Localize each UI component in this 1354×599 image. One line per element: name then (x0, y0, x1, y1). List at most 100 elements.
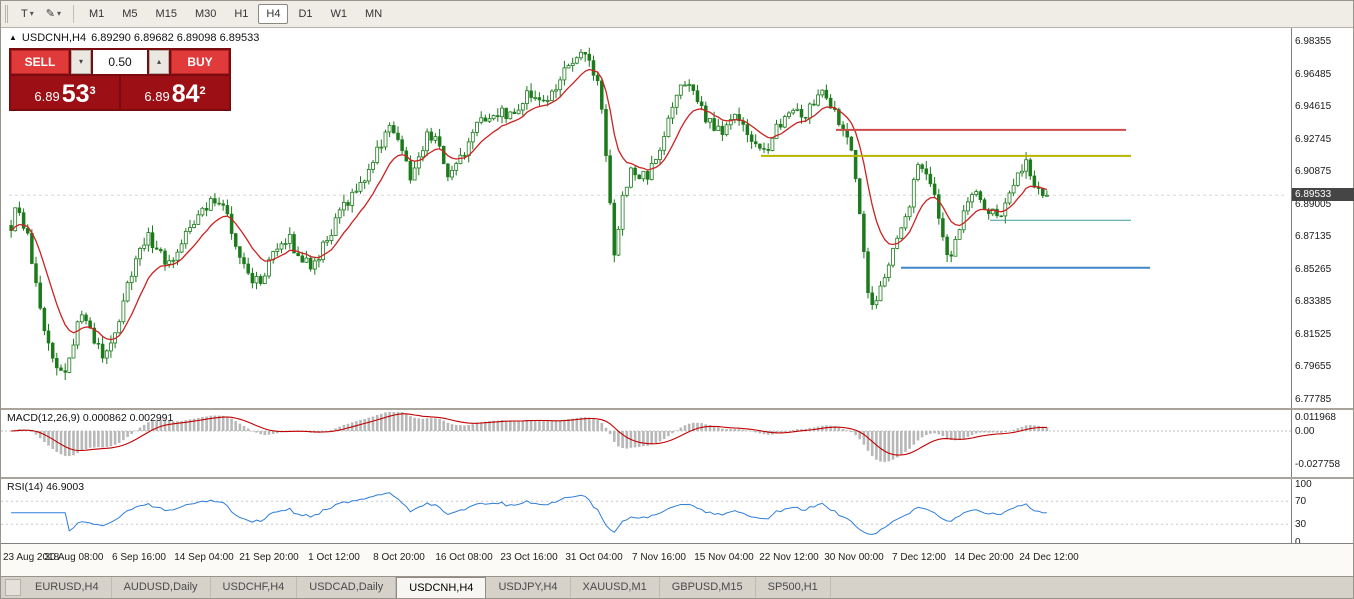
macd-label: MACD(12,26,9) 0.000862 0.002991 (7, 411, 174, 424)
chart-tabs-bar: EURUSD,H4 AUDUSD,Daily USDCHF,H4 USDCAD,Dai… (1, 575, 1353, 598)
rsi-axis-label: 30 (1295, 518, 1307, 530)
buy-price-main: 84 (171, 80, 200, 109)
volume-input[interactable]: 0.50 (93, 49, 147, 74)
timeframe-toolbar: M1 M5 M15 M30 H1 H4 D1 W1 MN (81, 3, 390, 24)
buy-price-sup: 2 (199, 84, 206, 97)
macd-axis-label: 0.00 (1295, 425, 1315, 437)
sell-price-prefix: 6.89 (34, 88, 60, 104)
time-axis-label: 31 Oct 04:00 (565, 551, 623, 563)
chart-ohlc-values: 6.89290 6.89682 6.89098 6.89533 (91, 31, 260, 44)
sell-price-display[interactable]: 6.89 53 3 (11, 75, 119, 109)
time-axis-label: 23 Aug 2018 (3, 551, 60, 563)
time-axis-label: 7 Nov 16:00 (632, 551, 686, 563)
volume-decrease-button[interactable]: ▾ (71, 49, 91, 74)
rsi-axis-label: 100 (1295, 478, 1312, 490)
price-axis-label: 6.90875 (1295, 165, 1332, 177)
rsi-label: RSI(14) 46.9003 (7, 480, 85, 493)
sell-button[interactable]: SELL (11, 49, 69, 74)
timeframe-button-w1[interactable]: W1 (323, 4, 356, 24)
timeframe-button-m15[interactable]: M15 (148, 4, 185, 24)
macd-axis-label: -0.027758 (1295, 458, 1341, 470)
macd-pane: MACD(12,26,9) 0.000862 0.002991 0.011968… (1, 409, 1353, 477)
timeframe-button-h1[interactable]: H1 (226, 4, 256, 24)
cursor-tool-button[interactable]: T ▾ (16, 5, 39, 23)
cursor-tool-icon: T (21, 7, 28, 20)
current-price-tag: 6.89533 (1292, 187, 1354, 201)
time-axis-label: 24 Dec 12:00 (1019, 551, 1079, 563)
price-axis-label: 6.96485 (1295, 68, 1332, 80)
chart-tab-audusd-daily[interactable]: AUDUSD,Daily (112, 576, 211, 598)
toolbar-grip[interactable] (5, 4, 10, 23)
buy-price-prefix: 6.89 (144, 88, 170, 104)
price-axis-label: 6.83385 (1295, 295, 1332, 307)
sell-price-main: 53 (61, 80, 90, 109)
time-axis-label: 22 Nov 12:00 (759, 551, 819, 563)
pane-splitter[interactable] (1, 407, 1353, 410)
chart-tab-usdcad-daily[interactable]: USDCAD,Daily (297, 576, 397, 598)
price-axis-label: 6.89005 (1295, 198, 1332, 210)
timeframe-button-mn[interactable]: MN (357, 4, 390, 24)
time-axis-label: 16 Oct 08:00 (435, 551, 493, 563)
timeframe-button-m5[interactable]: M5 (114, 4, 145, 24)
time-axis-label: 23 Oct 16:00 (500, 551, 558, 563)
time-axis-label: 14 Dec 20:00 (954, 551, 1014, 563)
rsi-axis-label: 70 (1295, 495, 1307, 507)
symbol-marker-icon: ▲ (9, 33, 17, 43)
time-axis-label: 1 Oct 12:00 (308, 551, 360, 563)
chevron-down-icon: ▾ (56, 9, 61, 19)
time-axis-label: 30 Nov 00:00 (824, 551, 884, 563)
time-axis-label: 30 Aug 08:00 (44, 551, 104, 563)
price-axis-label: 6.85265 (1295, 263, 1332, 275)
price-axis-label: 6.79655 (1295, 360, 1332, 372)
chart-tab-sp500-h1[interactable]: SP500,H1 (756, 576, 831, 598)
macd-axis-label: 0.011968 (1295, 411, 1336, 423)
price-axis[interactable]: 6.98355 6.96485 6.94615 6.92745 6.90875 6.890… (1291, 27, 1354, 408)
time-axis-label: 8 Oct 20:00 (373, 551, 425, 563)
buy-price-display[interactable]: 6.89 84 2 (121, 75, 229, 109)
timeframe-button-m1[interactable]: M1 (81, 4, 112, 24)
time-axis-label: 21 Sep 20:00 (239, 551, 299, 563)
macd-axis: 0.011968 0.00 -0.027758 (1291, 409, 1353, 477)
rsi-chart[interactable]: RSI(14) 46.9003 (1, 478, 1291, 543)
price-axis-label: 6.77785 (1295, 393, 1332, 405)
price-axis-label: 6.92745 (1295, 133, 1332, 145)
draw-tool-button[interactable]: ✎ ▾ (41, 4, 66, 23)
chart-tab-usdjpy-h4[interactable]: USDJPY,H4 (486, 576, 571, 598)
spinner-up-icon: ▴ (156, 57, 161, 67)
price-axis-label: 6.94615 (1295, 100, 1332, 112)
timeframe-button-m30[interactable]: M30 (187, 4, 224, 24)
timeframe-button-h4[interactable]: H4 (258, 3, 289, 24)
chart-area: ▲ USDCNH,H4 6.89290 6.89682 6.89098 6.89… (1, 27, 1354, 576)
tab-scroll-button[interactable] (5, 578, 21, 596)
time-axis-label: 6 Sep 16:00 (112, 551, 166, 563)
buy-button[interactable]: BUY (171, 49, 229, 74)
chart-tab-xauusd-m1[interactable]: XAUUSD,M1 (571, 576, 660, 598)
time-axis[interactable]: 23 Aug 2018 30 Aug 08:00 6 Sep 16:00 14 Sep… (1, 542, 1353, 576)
one-click-trade-panel: SELL ▾ 0.50 ▴ BUY 6.89 53 3 6.89 (9, 47, 231, 111)
price-axis-label: 6.87135 (1295, 230, 1332, 242)
price-axis-label: 6.81525 (1295, 328, 1332, 340)
pane-splitter[interactable] (1, 476, 1353, 479)
sell-price-sup: 3 (89, 84, 96, 97)
chart-tab-usdcnh-h4[interactable]: USDCNH,H4 (396, 576, 487, 598)
time-axis-label: 7 Dec 12:00 (892, 551, 946, 563)
chart-tab-gbpusd-m15[interactable]: GBPUSD,M15 (660, 576, 756, 598)
draw-tool-icon: ✎ (45, 8, 55, 21)
timeframe-button-d1[interactable]: D1 (290, 4, 320, 24)
rsi-axis-label: 0 (1295, 537, 1301, 548)
macd-chart[interactable]: MACD(12,26,9) 0.000862 0.002991 (1, 409, 1291, 477)
rsi-pane: RSI(14) 46.9003 100 70 30 0 (1, 478, 1353, 548)
time-axis-label: 14 Sep 04:00 (174, 551, 234, 563)
chart-tab-usdchf-h4[interactable]: USDCHF,H4 (211, 576, 298, 598)
toolbar: T ▾ ✎ ▾ M1 M5 M15 M30 H1 H4 D1 W1 MN (1, 1, 1353, 28)
time-axis-label: 15 Nov 04:00 (694, 551, 754, 563)
chart-tab-eurusd-h4[interactable]: EURUSD,H4 (23, 576, 112, 598)
rsi-axis: 100 70 30 0 (1291, 478, 1353, 548)
toolbar-separator (72, 4, 74, 23)
chart-ohlc-header: ▲ USDCNH,H4 6.89290 6.89682 6.89098 6.89… (9, 32, 259, 44)
volume-increase-button[interactable]: ▴ (149, 49, 169, 74)
price-axis-label: 6.98355 (1295, 35, 1332, 47)
candlestick-chart[interactable]: ▲ USDCNH,H4 6.89290 6.89682 6.89098 6.89… (1, 27, 1291, 408)
spinner-down-icon: ▾ (78, 57, 83, 67)
